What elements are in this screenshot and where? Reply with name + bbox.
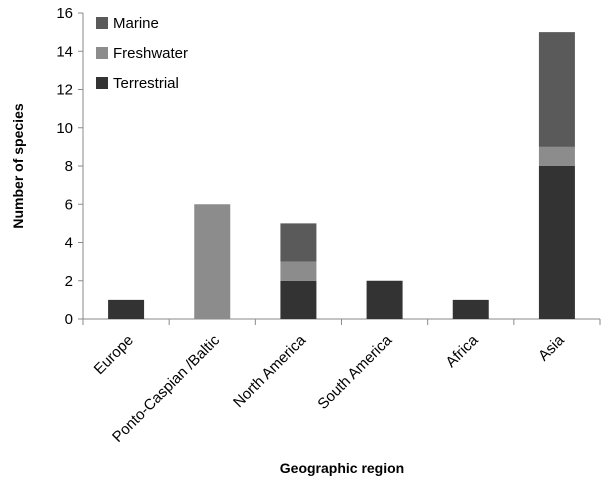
x-tick-label-north-america: North America [230, 331, 310, 411]
x-tick-label-south-america: South America [314, 331, 395, 412]
x-tick-label-africa: Africa [442, 331, 482, 371]
legend-swatch-marine [96, 17, 108, 29]
bar-asia-marine [538, 32, 575, 147]
x-tick-label-europe: Europe [91, 332, 137, 378]
legend-swatch-terrestrial [96, 77, 108, 89]
bar-north-america-terrestrial [280, 280, 317, 319]
legend: Marine Freshwater Terrestrial [96, 15, 188, 92]
bar-asia-terrestrial [538, 166, 575, 319]
x-tick-label-asia: Asia [535, 331, 568, 364]
bar-asia-freshwater [538, 146, 575, 166]
bar-africa-terrestrial [452, 299, 489, 319]
y-tick-label: 2 [65, 273, 73, 290]
legend-label-marine: Marine [113, 15, 159, 32]
y-axis-title: Number of species [10, 103, 26, 228]
y-tick-label: 16 [56, 5, 73, 22]
bar-north-america-freshwater [280, 261, 317, 281]
y-tick-label: 10 [56, 120, 73, 137]
y-tick-label: 14 [56, 43, 73, 60]
y-tick-label: 0 [65, 311, 73, 328]
bar-north-america-marine [280, 223, 317, 262]
legend-swatch-freshwater [96, 47, 108, 59]
y-tick-label: 6 [65, 196, 73, 213]
y-tick-label: 12 [56, 82, 73, 99]
y-tick-label: 4 [65, 235, 73, 252]
bar-south-america-terrestrial [366, 280, 403, 319]
y-axis: 0 2 4 6 8 10 12 14 16 [56, 5, 84, 328]
bar-ponto-caspian-baltic-freshwater [194, 204, 231, 319]
bars [108, 32, 575, 319]
y-tick-label: 8 [65, 158, 73, 175]
x-axis-title: Geographic region [280, 460, 404, 476]
bar-europe-terrestrial [108, 299, 145, 319]
legend-label-terrestrial: Terrestrial [113, 75, 179, 92]
legend-label-freshwater: Freshwater [113, 45, 188, 62]
